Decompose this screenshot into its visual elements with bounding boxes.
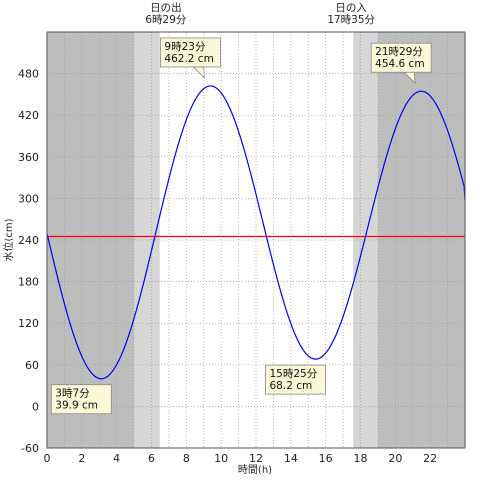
y-tick-label: 360 [18, 151, 39, 164]
x-tick-label: 6 [148, 452, 155, 465]
callout-level: 68.2 cm [270, 380, 313, 392]
callout-box [370, 42, 432, 73]
callout-level: 454.6 cm [375, 58, 424, 70]
y-tick-label: 240 [18, 234, 39, 247]
x-tick-label: 2 [78, 452, 85, 465]
y-tick-label: 120 [18, 317, 39, 330]
y-axis-title: 水位(cm) [2, 218, 15, 261]
sunrise-time: 6時29分 [145, 14, 187, 26]
x-tick-label: 4 [113, 452, 120, 465]
callout-time: 15時25分 [270, 368, 318, 380]
sunset-label: 日の入 [335, 2, 367, 14]
y-tick-label: 0 [32, 400, 39, 413]
x-tick-label: 10 [214, 452, 228, 465]
tick-labels: 0 2 4 6 8 10 12 14 16 18 20 22 -60 0 60 120 180 240 300 360… [18, 68, 437, 465]
grid [47, 32, 465, 448]
sunrise-label: 日の出 [150, 1, 182, 14]
sunset-time: 17時35分 [327, 14, 375, 26]
x-tick-label: 20 [388, 452, 402, 465]
callout-box [160, 37, 221, 68]
x-tick-label: 14 [284, 452, 298, 465]
night-band-evening [377, 32, 465, 448]
callout-time: 9時23分 [164, 41, 206, 53]
x-axis-title: 時間(h) [238, 464, 272, 476]
callout-level: 39.9 cm [55, 400, 98, 412]
y-tick-label: -60 [21, 442, 39, 455]
y-tick-label: 420 [18, 109, 39, 122]
series-layer [46, 85, 466, 380]
tide-series-line [46, 85, 466, 380]
callout-time: 3時7分 [55, 388, 90, 400]
callout-box [50, 384, 112, 415]
y-tick-label: 60 [25, 359, 39, 372]
callout-level: 462.2 cm [164, 53, 213, 65]
x-tick-label: 8 [183, 452, 190, 465]
plot-border [46, 31, 466, 449]
callout-box [265, 364, 326, 395]
y-tick-label: 180 [18, 276, 39, 289]
x-tick-label: 22 [423, 452, 437, 465]
callout-time: 21時29分 [375, 46, 423, 58]
x-tick-label: 0 [44, 452, 51, 465]
plot-frame [46, 31, 466, 449]
y-tick-label: 480 [18, 68, 39, 81]
x-tick-label: 12 [249, 452, 263, 465]
x-tick-label: 16 [319, 452, 333, 465]
x-tick-label: 18 [354, 452, 368, 465]
sun-labels: 日の出 6時29分 日の入 17時35分 [145, 1, 375, 26]
y-tick-label: 300 [18, 192, 39, 205]
